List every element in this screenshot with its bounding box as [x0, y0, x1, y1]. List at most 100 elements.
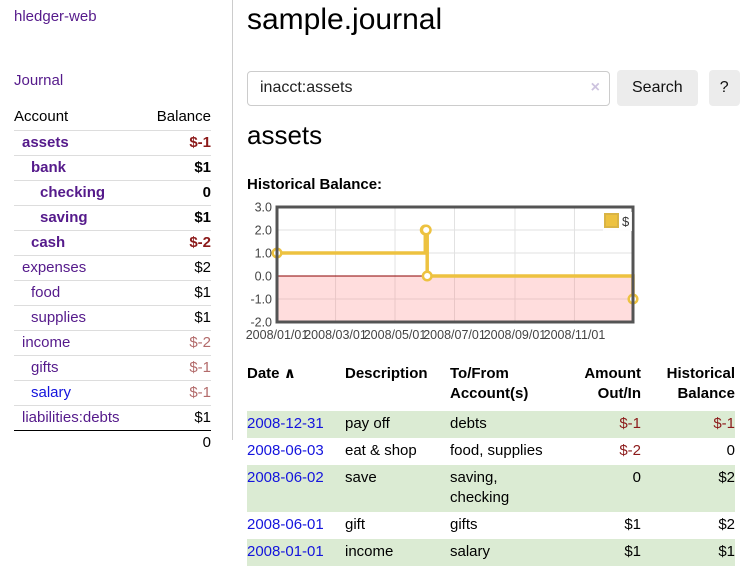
y-axis-tick-label: 1.0	[255, 247, 272, 261]
account-row: income $-2	[14, 330, 211, 356]
transaction-balance: 0	[726, 442, 735, 459]
account-balance: $-1	[189, 134, 211, 151]
accounts-total-balance: 0	[202, 434, 211, 451]
transaction-amount: $-1	[619, 415, 641, 432]
data-point-marker	[420, 224, 432, 236]
account-row: checking 0	[14, 180, 211, 206]
transaction-description: save	[345, 469, 377, 486]
account-balance: $1	[194, 309, 211, 326]
transaction-date-link[interactable]: 2008-01-01	[247, 543, 324, 560]
y-axis-tick-label: 3.0	[255, 201, 272, 215]
search-button[interactable]: Search	[617, 70, 698, 106]
x-axis-tick-label: 2008/01/01	[246, 328, 308, 342]
sidebar-accounts-table: Account Balance assets $-1 bank $1 checking 0…	[14, 104, 211, 455]
transaction-description: pay off	[345, 415, 390, 432]
app-brand-link[interactable]: hledger-web	[14, 8, 97, 25]
account-link-income[interactable]: income	[22, 334, 71, 351]
account-link-expenses[interactable]: expenses	[22, 259, 87, 276]
negative-region-shading	[277, 276, 633, 322]
transaction-description: income	[345, 543, 394, 560]
clear-search-icon[interactable]: ×	[590, 78, 600, 96]
x-axis-tick-label: 2008/07/01	[423, 328, 486, 342]
transaction-date-link[interactable]: 2008-06-02	[247, 469, 324, 486]
account-balance: $2	[194, 259, 211, 276]
transaction-date-link[interactable]: 2008-12-31	[247, 415, 324, 432]
sidebar-divider	[232, 0, 233, 440]
transaction-amount: $-2	[619, 442, 641, 459]
account-heading: assets	[247, 120, 323, 150]
transaction-accounts: debts	[450, 415, 487, 432]
account-link-gifts[interactable]: gifts	[31, 359, 59, 376]
account-link-salary[interactable]: salary	[31, 384, 72, 401]
transaction-row: 2008-12-31 pay off debts $-1 $-1	[247, 411, 735, 438]
transaction-row: 2008-06-01 gift gifts $1 $2	[247, 512, 735, 539]
transaction-amount: $1	[624, 516, 641, 533]
account-balance: $1	[194, 409, 211, 426]
account-balance: $-1	[189, 359, 211, 376]
x-axis-tick-label: 2008/11/01	[544, 328, 606, 342]
account-link-cash[interactable]: cash	[31, 234, 66, 251]
page-title: sample.journal	[247, 3, 443, 36]
column-header-amount: Amount Out/In	[584, 365, 641, 402]
account-row: food $1	[14, 280, 211, 306]
x-axis-tick-label: 2008/09/01	[484, 328, 547, 342]
transaction-balance: $-1	[713, 415, 735, 432]
accounts-total-spacer	[14, 431, 144, 456]
accounts-header-balance: Balance	[156, 108, 211, 125]
help-button[interactable]: ?	[708, 70, 740, 106]
account-row: assets $-1	[14, 130, 211, 156]
account-balance: $-2	[189, 334, 211, 351]
account-link-bank[interactable]: bank	[31, 159, 67, 176]
transaction-description: eat & shop	[345, 442, 417, 459]
account-row: saving $1	[14, 205, 211, 231]
transaction-amount: $1	[624, 543, 641, 560]
sidebar-item-journal[interactable]: Journal	[14, 72, 64, 89]
legend-swatch	[604, 213, 619, 228]
transaction-accounts: gifts	[450, 516, 478, 533]
account-link-saving[interactable]: saving	[40, 209, 88, 226]
account-link-liabilities-debts[interactable]: liabilities:debts	[22, 409, 120, 426]
column-header-balance: Historical Balance	[666, 365, 735, 402]
chart-title: Historical Balance:	[247, 176, 383, 193]
y-axis-tick-label: -1.0	[250, 293, 272, 307]
transaction-accounts: saving, checking	[450, 469, 510, 506]
account-row: bank $1	[14, 155, 211, 181]
column-header-description: Description	[345, 365, 428, 382]
transaction-accounts: salary	[450, 543, 491, 560]
transaction-balance: $2	[718, 469, 735, 486]
x-axis-tick-label: 2008/05/01	[364, 328, 427, 342]
accounts-total-row: 0	[14, 430, 211, 456]
transaction-description: gift	[345, 516, 366, 533]
account-link-checking[interactable]: checking	[40, 184, 106, 201]
account-link-food[interactable]: food	[31, 284, 61, 301]
account-balance: $-2	[189, 234, 211, 251]
accounts-header-row: Account Balance	[14, 104, 211, 131]
search-box: ×	[247, 70, 610, 106]
plot-border	[275, 205, 635, 324]
transaction-amount: 0	[632, 469, 641, 486]
account-link-supplies[interactable]: supplies	[31, 309, 87, 326]
account-balance: $-1	[189, 384, 211, 401]
accounts-header-account: Account	[14, 108, 69, 125]
y-axis-tick-label: 2.0	[255, 224, 272, 238]
search-input[interactable]	[247, 70, 610, 106]
search-form: × Search ?	[247, 70, 740, 106]
account-row: gifts $-1	[14, 355, 211, 381]
y-axis-tick-label: 0.0	[255, 270, 272, 284]
account-row: expenses $2	[14, 255, 211, 281]
account-balance: $1	[194, 159, 211, 176]
historical-balance-chart: $3.0 2.0 1.0 0.0 -1.0 -2.02008/01/012008/03/0…	[246, 201, 639, 342]
transaction-row: 2008-06-03 eat & shop food, supplies $-2 0	[247, 438, 735, 465]
account-row: cash $-2	[14, 230, 211, 256]
column-header-date[interactable]: Date ∧	[247, 365, 296, 382]
account-row: liabilities:debts $1	[14, 405, 211, 431]
transactions-table: Date ∧ Description To/From Account(s) Am…	[247, 362, 735, 566]
transaction-row: 2008-06-02 save saving, checking 0 $2	[247, 465, 735, 512]
transaction-balance: $1	[718, 543, 735, 560]
transaction-date-link[interactable]: 2008-06-01	[247, 516, 324, 533]
transaction-date-link[interactable]: 2008-06-03	[247, 442, 324, 459]
transaction-balance: $2	[718, 516, 735, 533]
account-balance: $1	[194, 209, 211, 226]
account-row: salary $-1	[14, 380, 211, 406]
account-link-assets[interactable]: assets	[22, 134, 69, 151]
